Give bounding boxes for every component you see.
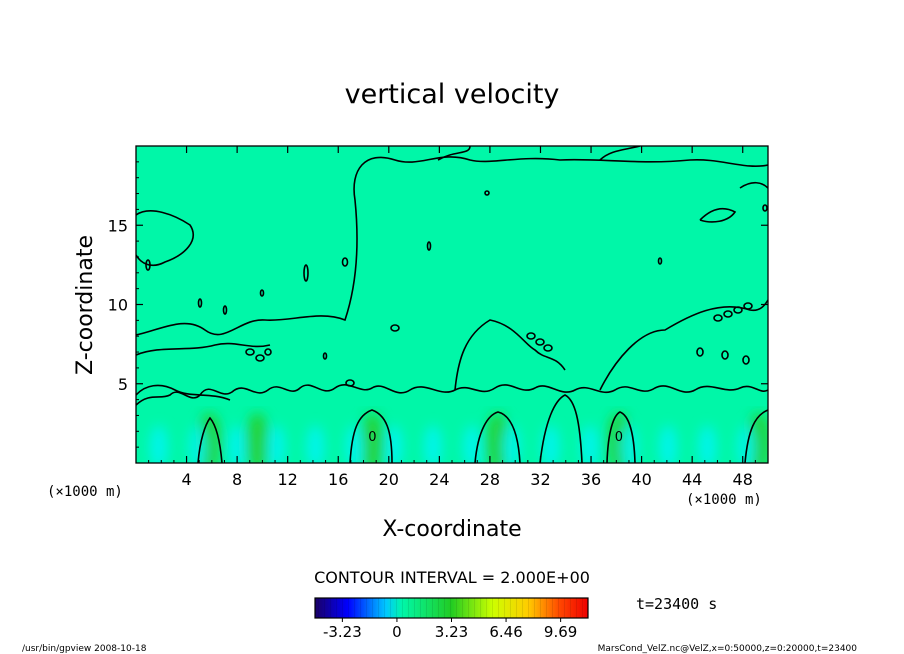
contour-line [699, 208, 737, 223]
colorbar-tick-label: 3.23 [435, 623, 468, 641]
downdraft-patch [424, 425, 443, 463]
contour-cell [526, 332, 536, 340]
contour-cell [742, 355, 750, 365]
x-unit-label-right: (×1000 m) [686, 492, 762, 508]
y-tick-label: 15 [108, 216, 128, 235]
contour-cell [255, 354, 265, 362]
contour-line [437, 146, 641, 161]
colorbar: -3.23 0 3.23 6.46 9.69 [314, 597, 589, 641]
updraft-column [360, 412, 385, 463]
contour-cell [341, 257, 349, 267]
contour-line [606, 411, 636, 463]
contour-line [136, 383, 768, 406]
x-tick-label: 36 [581, 470, 601, 489]
downdraft-patch [228, 425, 247, 463]
contour-cell [245, 348, 255, 356]
colorbar-tick-label: 0 [392, 623, 402, 641]
contour-cell [345, 379, 355, 387]
contour-cell [657, 257, 663, 265]
colorbar-tick-label: 6.46 [489, 623, 522, 641]
footer-left: /usr/bin/gpview 2008-10-18 [22, 644, 147, 654]
downdraft-patch [149, 425, 168, 463]
contour-cell [762, 204, 768, 212]
contour-line [136, 342, 271, 401]
y-tick-label: 10 [108, 296, 128, 315]
contour-line [599, 299, 768, 391]
contour-cell [390, 324, 400, 332]
contour-cell [484, 190, 490, 196]
chart-title: vertical velocity [345, 79, 560, 110]
x-tick-label: 48 [733, 470, 753, 489]
contour-cell [535, 338, 545, 346]
x-tick-label: 40 [631, 470, 651, 489]
downdraft-patch [306, 425, 325, 463]
contour-line [539, 394, 583, 463]
contour-cell [264, 348, 272, 356]
downdraft-patch [267, 425, 286, 463]
downdraft-patch [659, 425, 678, 463]
y-tick-label: 5 [118, 375, 128, 394]
contour-cell [303, 264, 309, 282]
x-unit-label-left: (×1000 m) [47, 484, 123, 500]
contour-line [349, 409, 393, 463]
contour-cell [197, 298, 203, 308]
downdraft-patch [541, 425, 560, 463]
colorbar-tick-label: -3.23 [323, 623, 362, 641]
contour-cell [723, 310, 733, 318]
contour-line [739, 181, 768, 189]
contour-cell [721, 350, 729, 360]
x-tick-label: 44 [682, 470, 702, 489]
x-tick-label: 8 [232, 470, 242, 489]
contour-cell [259, 289, 265, 297]
updraft-column [245, 412, 270, 463]
x-tick-label: 4 [181, 470, 191, 489]
contour-cell [743, 302, 753, 310]
x-tick-label: 12 [278, 470, 298, 489]
y-axis-label: Z-coordinate [73, 235, 98, 375]
contour-cell [696, 347, 704, 357]
x-tick-label: 16 [328, 470, 348, 489]
contour-interval-label: CONTOUR INTERVAL = 2.000E+00 [314, 568, 590, 587]
contour-cell [543, 344, 553, 352]
field-background [136, 146, 768, 463]
contour-line [136, 156, 768, 336]
contour-line [454, 319, 566, 391]
time-label: t=23400 s [636, 595, 717, 613]
x-tick-label: 32 [530, 470, 550, 489]
x-axis-label: X-coordinate [382, 517, 521, 542]
contour-cell [733, 306, 743, 314]
contour-label: 0 [368, 430, 376, 445]
downdraft-patch [619, 425, 638, 463]
downdraft-patch [698, 425, 717, 463]
contour-line [744, 409, 768, 463]
colorbar-tick-label: 9.69 [544, 623, 577, 641]
contour-cell [713, 314, 723, 322]
contour-cell [222, 305, 228, 315]
contour-line [474, 411, 521, 463]
x-tick-label: 28 [480, 470, 500, 489]
footer-right: MarsCond_VelZ.nc@VelZ,x=0:50000,z=0:2000… [598, 644, 858, 654]
contour-cell [322, 352, 328, 360]
contour-cell [145, 259, 151, 271]
x-tick-label: 24 [429, 470, 449, 489]
downdraft-patch [737, 425, 756, 463]
colorbar-bins [315, 598, 588, 618]
x-axis: 4 8 12 16 20 24 28 32 36 40 44 48 [148, 146, 756, 489]
contour-line [197, 416, 223, 463]
contour-label: 0 [615, 430, 623, 445]
x-tick-label: 20 [379, 470, 399, 489]
downdraft-patch [580, 425, 599, 463]
contour-cell [426, 241, 432, 251]
y-axis: 5 10 15 [108, 161, 768, 448]
